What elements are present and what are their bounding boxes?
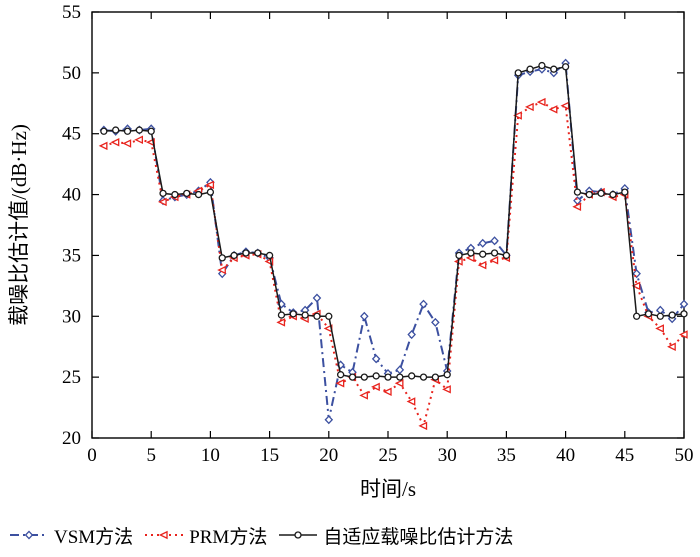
svg-text:40: 40 [556,445,575,466]
svg-text:15: 15 [260,445,279,466]
x-axis-label: 时间/s [360,477,416,501]
legend-label-adaptive: 自适应载噪比估计方法 [323,526,514,548]
legend-key-adaptive-icon [279,531,318,539]
svg-text:45: 45 [615,445,634,466]
legend-label-prm: PRM方法 [189,526,268,548]
svg-text:30: 30 [438,445,457,466]
legend-item-vsm: VSM方法 [8,522,133,549]
legend-item-prm: PRM方法 [143,522,267,549]
svg-text:20: 20 [319,445,338,466]
legend-label-vsm: VSM方法 [54,526,134,548]
svg-text:50: 50 [675,445,694,466]
svg-text:10: 10 [201,445,220,466]
svg-text:5: 5 [146,445,156,466]
svg-text:50: 50 [62,63,81,84]
svg-text:25: 25 [379,445,398,466]
line-chart: 时间/s 载噪比估计值/(dB·Hz) 0 5 10 15 20 25 30 35 40 45 50… [7,2,694,501]
legend: VSM方法 PRM方法 自适应载噪比估计方法 [0,513,700,555]
legend-key-prm-icon [145,530,184,540]
svg-text:55: 55 [62,2,81,23]
svg-text:25: 25 [62,367,81,388]
svg-text:35: 35 [497,445,516,466]
svg-text:40: 40 [62,185,81,206]
legend-item-adaptive: 自适应载噪比估计方法 [277,522,513,549]
svg-text:30: 30 [62,306,81,327]
svg-text:0: 0 [87,445,97,466]
svg-text:20: 20 [62,428,81,449]
y-axis-label: 载噪比估计值/(dB·Hz) [7,124,31,326]
svg-text:35: 35 [62,245,81,266]
legend-key-vsm-icon [10,530,48,540]
svg-text:45: 45 [62,124,81,145]
